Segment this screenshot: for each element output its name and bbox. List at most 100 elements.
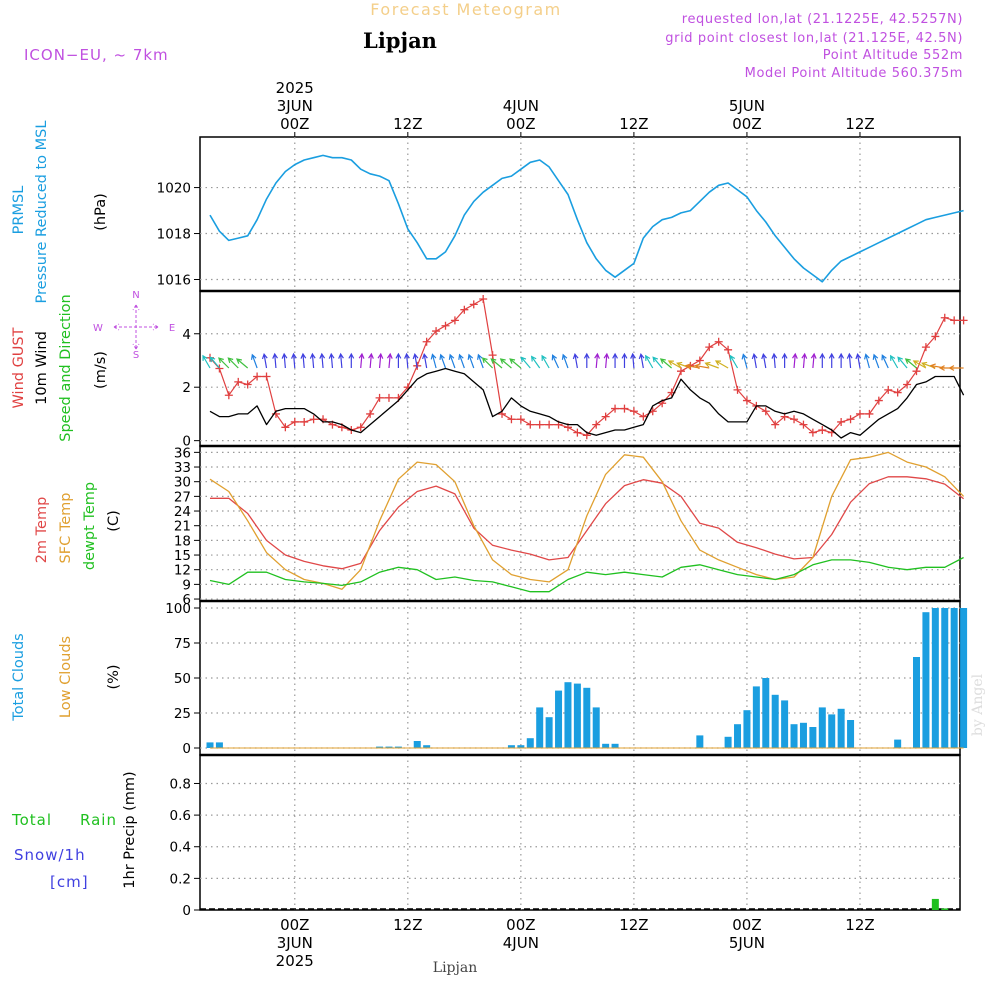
wind-direction-arrow <box>509 358 522 369</box>
wind-direction-arrow <box>864 353 870 369</box>
precip-rain-label: Rain <box>80 811 117 829</box>
precip-bar <box>941 908 949 910</box>
gust-marker <box>234 377 243 386</box>
wind-direction-arrow <box>281 352 288 369</box>
gust-marker <box>855 409 864 418</box>
cloud-bar <box>931 608 939 748</box>
temp-series-line <box>209 451 965 590</box>
bottom-time-label: 00Z <box>732 916 761 934</box>
gust-marker <box>516 415 525 424</box>
temp-dewpt-label: dewpt Temp <box>82 482 98 570</box>
clouds-unit-label: (%) <box>106 664 122 689</box>
gust-marker <box>724 345 733 354</box>
wind-direction-arrow <box>594 352 600 369</box>
wind-direction-arrow <box>638 352 645 369</box>
gust-marker <box>366 409 375 418</box>
wind-direction-arrow <box>404 352 410 369</box>
wind-direction-arrow <box>714 360 729 369</box>
y-tick-label-wind: 0 <box>182 434 191 450</box>
cloud-bar <box>394 746 402 748</box>
top-time-label: 2025 <box>276 79 314 97</box>
wind-direction-arrow <box>386 352 393 369</box>
cloud-bar <box>960 608 968 748</box>
bottom-time-label: 2025 <box>276 952 314 970</box>
bottom-time-label: 5JUN <box>729 934 765 952</box>
top-time-label: 00Z <box>732 115 761 133</box>
cloud-bar <box>828 714 836 748</box>
cloud-bar <box>771 694 779 748</box>
gust-marker <box>874 396 883 405</box>
y-tick-label-clouds: 0 <box>182 741 191 757</box>
wind-direction-arrow <box>872 353 880 369</box>
gust-marker <box>799 420 808 429</box>
app-title: Forecast Meteogram <box>370 0 561 19</box>
wind-direction-arrow <box>368 352 374 369</box>
wind-direction-arrow <box>603 352 610 369</box>
cloud-bar <box>941 608 949 748</box>
precip-snow-unit-label: [cm] <box>50 873 89 891</box>
y-tick-label-precip: 0 <box>182 903 191 919</box>
gust-marker <box>441 321 450 330</box>
wind-direction-arrow <box>499 358 512 369</box>
top-time-label: 12Z <box>393 115 422 133</box>
bottom-time-label: 12Z <box>619 916 648 934</box>
y-tick-label-precip: 0.8 <box>170 776 191 792</box>
gust-marker <box>714 337 723 346</box>
y-tick-label-precip: 0.2 <box>170 871 191 887</box>
gust-marker <box>677 367 685 376</box>
cloud-bar <box>894 739 902 748</box>
wind-direction-arrow <box>439 353 447 369</box>
cloud-bar <box>950 608 958 748</box>
requested-coords: requested lon,lat (21.1225E, 42.5257N) <box>682 12 963 27</box>
wind-direction-arrow <box>761 352 767 369</box>
wind-direction-arrow <box>801 352 808 369</box>
gust-marker <box>224 391 233 400</box>
wind-direction-arrow <box>667 360 682 369</box>
bottom-time-label: 12Z <box>393 916 422 934</box>
low-clouds-label: Low Clouds <box>58 636 74 718</box>
wind-direction-arrow <box>520 356 531 369</box>
gust-marker <box>959 316 968 325</box>
gust-marker <box>611 404 620 413</box>
gust-marker <box>912 367 921 376</box>
gust-marker <box>281 423 290 432</box>
cloud-bar <box>837 708 845 748</box>
model-point-altitude: Model Point Altitude 560.375m <box>745 66 963 81</box>
wind-direction-arrow <box>771 352 778 369</box>
gust-marker <box>837 417 846 426</box>
gust-marker <box>535 420 544 429</box>
wind-direction-arrow <box>645 354 654 369</box>
wind-direction-arrow <box>810 352 817 369</box>
y-tick-label-temp: 27 <box>174 489 191 505</box>
wind-direction-arrow <box>412 352 419 369</box>
y-tick-label-clouds: 25 <box>174 706 191 722</box>
wind-direction-arrow <box>694 363 710 370</box>
cloud-bar <box>781 700 789 748</box>
precip-unit-label: 1hr Precip (mm) <box>122 771 138 888</box>
gust-marker <box>903 380 912 389</box>
top-time-label: 12Z <box>619 115 648 133</box>
gust-marker <box>384 393 393 402</box>
gust-marker <box>375 393 384 402</box>
precip-bar <box>931 898 939 910</box>
gust-marker <box>620 404 629 413</box>
wind-direction-arrow <box>741 353 748 369</box>
wind-direction-arrow <box>541 354 550 369</box>
top-time-label: 00Z <box>280 115 309 133</box>
wind-direction-arrow <box>612 352 618 368</box>
y-tick-label-temp: 36 <box>174 445 191 461</box>
y-tick-label-temp: 15 <box>174 548 191 564</box>
wind-direction-arrow <box>904 358 917 369</box>
wind-direction-arrow <box>235 358 249 369</box>
compass-south-label: S <box>133 350 139 361</box>
wind-gust-label: Wind GUST <box>11 327 27 408</box>
precip-snow-label: Snow/1h <box>14 846 86 864</box>
cloud-bar <box>573 683 581 748</box>
wind-direction-arrow <box>430 353 437 369</box>
gust-marker <box>818 425 827 434</box>
wind-direction-arrow <box>729 354 739 369</box>
wind-10m-series-line <box>209 367 965 439</box>
wind-direction-arrow <box>828 352 835 368</box>
footer-location: Lipjan <box>433 960 477 976</box>
gust-marker <box>808 428 817 437</box>
